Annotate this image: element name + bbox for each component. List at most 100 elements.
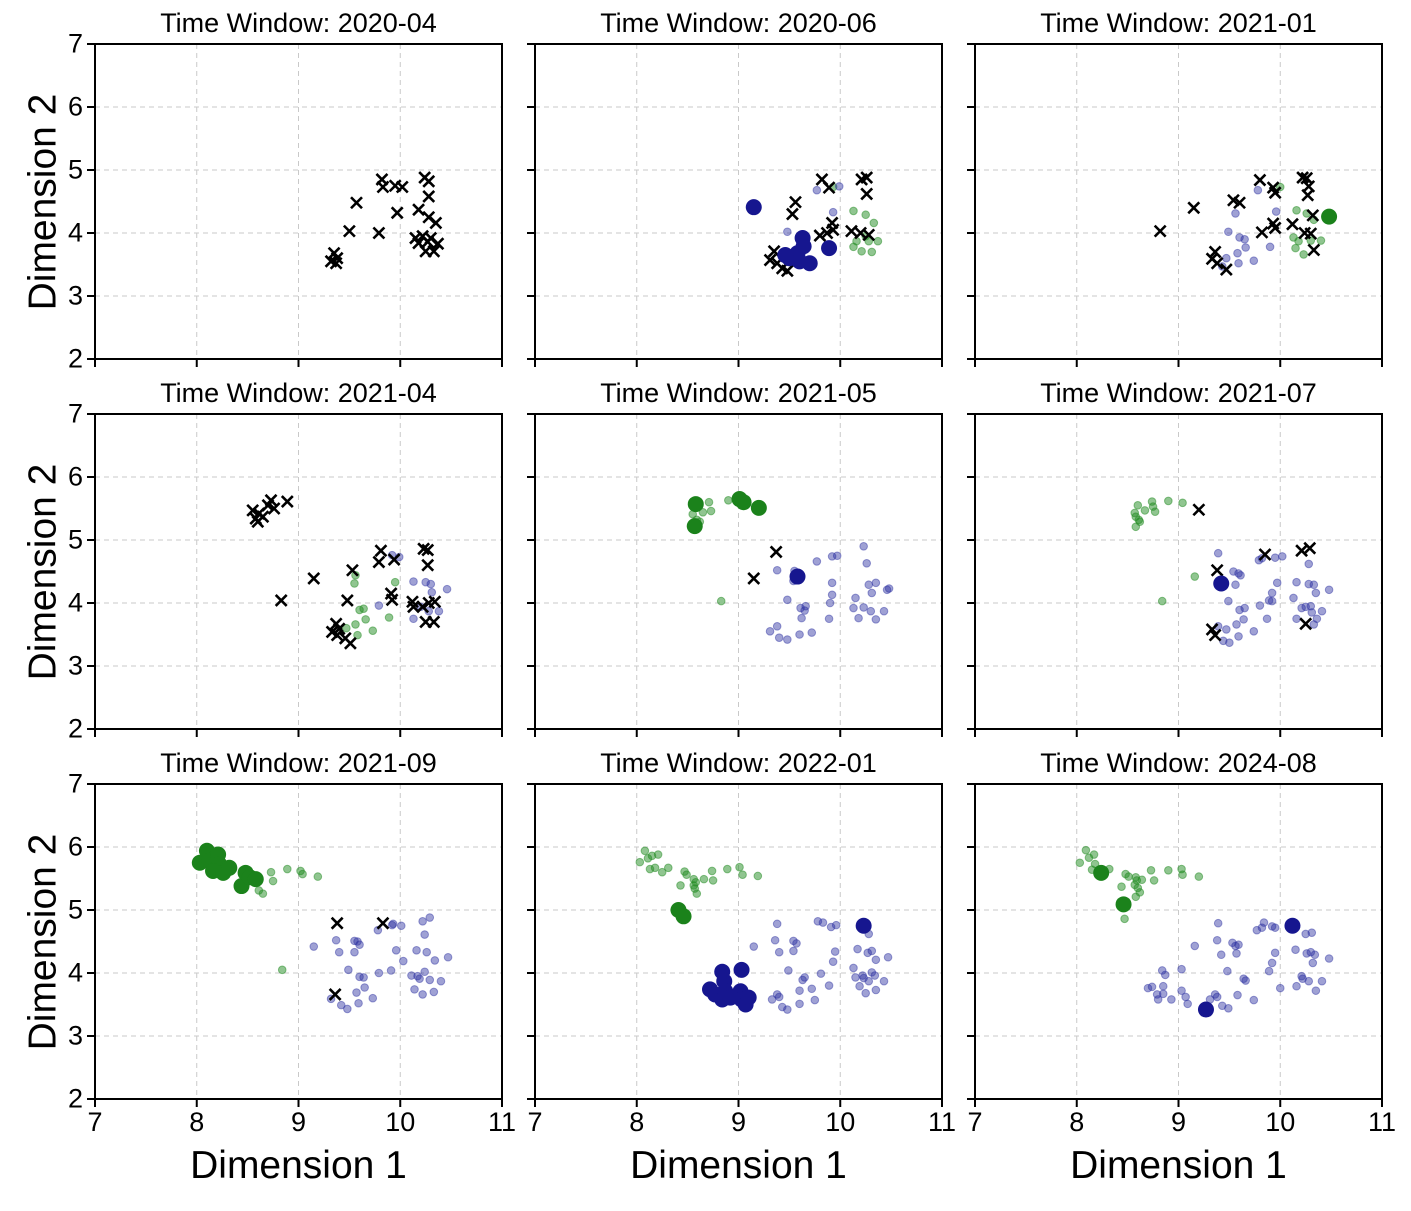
x-tick-label: 7: [967, 1107, 983, 1137]
plot-frame: [94, 783, 503, 1100]
series-cluster-blue: [789, 568, 806, 585]
data-point: [1222, 253, 1231, 263]
data-point: [387, 920, 397, 930]
data-point: [650, 863, 660, 873]
data-point: [1267, 958, 1277, 968]
data-point: [1120, 914, 1129, 924]
x-tick-label: 10: [1265, 1107, 1296, 1137]
data-point: [1213, 918, 1223, 928]
data-point: [1233, 248, 1242, 258]
data-point: [343, 1004, 352, 1014]
x-tick-label: 8: [629, 1107, 645, 1137]
data-point: [1208, 628, 1222, 642]
data-point: [1158, 981, 1168, 991]
grid-lines: [535, 784, 942, 1099]
data-point: [699, 874, 709, 884]
data-point: [418, 917, 427, 926]
data-point: [830, 947, 840, 956]
data-point: [1311, 588, 1321, 598]
data-point: [1190, 941, 1200, 951]
data-point: [707, 866, 717, 876]
series-history-blue: [309, 913, 453, 1014]
data-point: [789, 195, 802, 209]
data-point: [331, 935, 341, 945]
tick-marks: [967, 783, 1383, 1107]
subplot-title: Time Window: 2020-04: [160, 8, 437, 38]
data-point: [329, 256, 343, 270]
data-point: [862, 559, 872, 568]
data-point: [866, 606, 876, 616]
data-point: [385, 593, 399, 607]
x-tick-label: 9: [1170, 1107, 1187, 1137]
data-point: [1286, 217, 1299, 231]
data-point: [421, 235, 435, 249]
data-point: [1222, 625, 1231, 634]
data-point: [1311, 986, 1321, 995]
data-point: [1252, 925, 1262, 935]
data-point: [858, 971, 867, 980]
data-point: [1157, 596, 1167, 606]
data-point: [706, 506, 716, 516]
data-point: [418, 990, 427, 999]
data-point: [827, 552, 837, 561]
data-point: [334, 947, 344, 957]
data-point: [1321, 208, 1338, 225]
y-tick-label: 2: [67, 343, 83, 374]
data-point: [1234, 258, 1243, 268]
data-point: [807, 628, 817, 637]
data-point: [1157, 966, 1167, 975]
data-point: [1167, 995, 1176, 1004]
data-point: [434, 606, 444, 616]
data-point: [342, 623, 351, 633]
series-current-x: [747, 545, 783, 585]
data-point: [355, 940, 364, 949]
y-tick-label: 6: [67, 91, 83, 122]
series-history-blue: [765, 542, 894, 644]
data-point: [374, 544, 388, 558]
data-point: [822, 181, 836, 195]
data-point: [354, 998, 363, 1008]
data-point: [871, 985, 881, 995]
data-point: [425, 913, 435, 922]
data-point: [1146, 866, 1156, 875]
data-point: [1307, 608, 1317, 617]
data-point: [422, 190, 436, 203]
series-cluster-green: [1093, 864, 1132, 913]
data-point: [772, 565, 782, 575]
data-point: [1197, 1001, 1214, 1018]
data-point: [1210, 990, 1220, 999]
subplot-2021-01: Time Window: 2021-01: [967, 4, 1383, 367]
data-point: [859, 542, 868, 551]
data-point: [1240, 603, 1249, 613]
data-point: [826, 223, 840, 237]
data-point: [256, 510, 270, 524]
data-point: [1309, 580, 1319, 590]
data-point: [770, 935, 780, 945]
data-point: [1075, 858, 1085, 868]
data-point: [387, 553, 401, 566]
data-point: [1210, 563, 1224, 577]
data-point: [772, 919, 782, 929]
data-point: [1304, 976, 1314, 986]
data-point: [1296, 171, 1310, 184]
data-point: [283, 864, 292, 874]
series-cluster-green: [686, 491, 767, 535]
data-point: [1115, 896, 1132, 913]
data-point: [1235, 605, 1244, 615]
y-tick-label: 7: [67, 768, 83, 799]
data-point: [340, 594, 354, 607]
data-point: [1216, 950, 1226, 960]
data-point: [813, 917, 823, 926]
y-tick-label: 6: [67, 831, 83, 862]
data-point: [1213, 548, 1223, 558]
data-point: [774, 633, 784, 642]
data-point: [784, 966, 793, 975]
data-point: [1258, 548, 1272, 561]
plot-frame: [94, 43, 503, 360]
plot-frame: [534, 783, 943, 1100]
data-point: [1212, 935, 1222, 945]
data-point: [828, 207, 838, 217]
data-point: [429, 987, 439, 997]
data-point: [810, 995, 820, 1005]
data-point: [853, 944, 862, 954]
